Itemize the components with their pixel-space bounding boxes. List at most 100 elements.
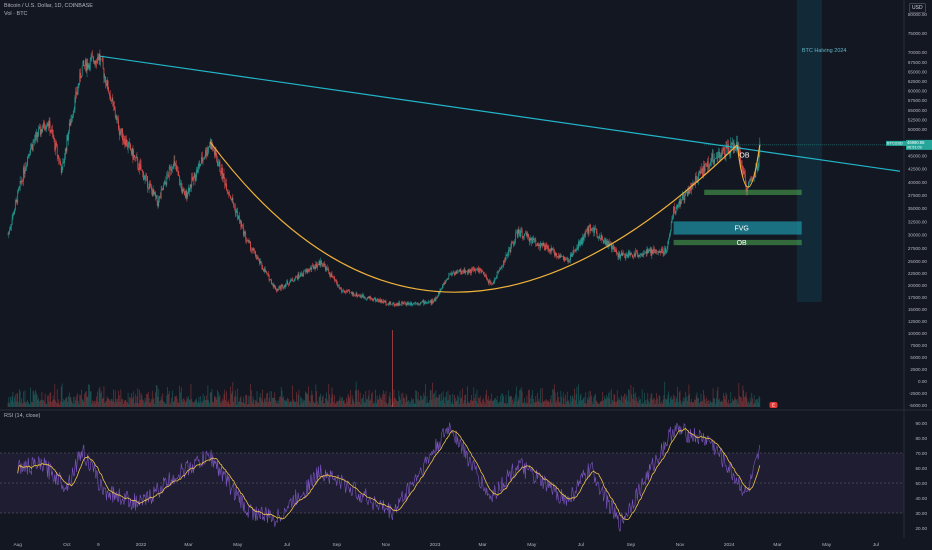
volume-bar (381, 399, 383, 407)
candle-body (389, 301, 391, 304)
candle-body (228, 192, 230, 195)
candle-body (385, 300, 387, 305)
volume-bar (533, 398, 534, 407)
candle-body (392, 303, 393, 305)
volume-bar (550, 395, 552, 407)
candle-body (43, 122, 44, 129)
volume-bar (331, 387, 333, 407)
volume-bar (317, 401, 318, 407)
volume-bar (383, 390, 384, 407)
volume-bar (60, 401, 61, 407)
candle-body (396, 303, 397, 306)
currency-button[interactable]: USD (909, 3, 926, 13)
volume-bar (83, 401, 85, 407)
volume-bar (415, 390, 417, 407)
price-tick-label: 45000.00 (908, 153, 928, 158)
volume-bar (690, 401, 691, 407)
candle-body (216, 156, 218, 162)
volume-bar (741, 401, 743, 407)
candle-body (404, 302, 405, 304)
volume-bar (483, 398, 484, 407)
candle-body (450, 273, 451, 275)
volume-bar (354, 403, 355, 407)
volume-bar (529, 389, 530, 407)
volume-bar (223, 393, 225, 407)
volume-bar (462, 403, 464, 407)
volume-bar (482, 399, 483, 407)
time-tick-label: Aug (13, 542, 22, 548)
candle-body (259, 258, 260, 264)
candle-body (643, 252, 645, 255)
candle-body (468, 269, 470, 272)
volume-bar (588, 391, 590, 407)
candle-body (112, 98, 114, 103)
volume-bar (664, 381, 666, 407)
volume-bar (661, 401, 662, 407)
volume-bar (410, 401, 412, 407)
volume-bar (697, 397, 699, 407)
volume-bar (511, 396, 512, 407)
volume-bar (60, 386, 62, 407)
volume-bar (18, 389, 20, 407)
price-tick-label: -2500.00 (909, 391, 928, 396)
volume-bar (695, 395, 697, 407)
volume-bar (383, 393, 385, 407)
volume-bar (52, 400, 53, 407)
volume-bar (226, 402, 228, 407)
candle-body (208, 147, 210, 149)
volume-bar (740, 396, 741, 407)
candle-body (735, 149, 736, 151)
volume-bar (43, 401, 45, 407)
volume-bar (360, 404, 362, 407)
volume-bar (460, 398, 462, 407)
volume-bar (226, 391, 227, 407)
volume-bar (213, 395, 215, 407)
volume-bar (255, 400, 257, 407)
candle-body (642, 254, 644, 255)
candle-body (531, 239, 533, 244)
volume-bar (481, 403, 483, 407)
candle-body (82, 60, 84, 66)
volume-bar (237, 388, 239, 407)
volume-bar (144, 398, 146, 407)
candle-body (465, 271, 467, 274)
volume-bar (614, 394, 616, 407)
volume-bar (207, 385, 209, 407)
volume-bar (197, 402, 198, 407)
candle-body (649, 248, 651, 251)
candle-body (310, 267, 312, 270)
candle-body (538, 245, 540, 246)
volume-bar (171, 398, 172, 407)
volume-bar (311, 390, 313, 407)
candle-body (552, 249, 554, 251)
volume-bar (474, 398, 475, 407)
candle-body (280, 285, 282, 290)
volume-bar (618, 397, 620, 407)
volume-bar (641, 403, 642, 407)
price-tick-label: 55000.00 (908, 108, 928, 113)
candle-body (480, 270, 482, 273)
volume-bar (572, 395, 574, 407)
volume-bar (282, 398, 284, 407)
candle-body (205, 149, 206, 158)
volume-bar (377, 399, 379, 407)
candle-body (21, 180, 23, 183)
volume-bar (203, 400, 205, 407)
candle-body (313, 265, 314, 269)
candle-body (243, 231, 245, 235)
volume-bar (407, 401, 409, 407)
candle-body (81, 65, 83, 77)
volume-bar (363, 401, 365, 407)
volume-bar (504, 403, 505, 407)
candle-body (701, 168, 703, 173)
candle-body (246, 240, 247, 241)
volume-bar (209, 392, 211, 407)
candle-body (380, 299, 382, 303)
volume-bar (247, 395, 249, 407)
candle-body (667, 241, 669, 247)
candle-body (466, 271, 467, 272)
volume-bar (40, 399, 42, 407)
volume-bar (587, 397, 588, 407)
volume-bar (704, 399, 706, 407)
